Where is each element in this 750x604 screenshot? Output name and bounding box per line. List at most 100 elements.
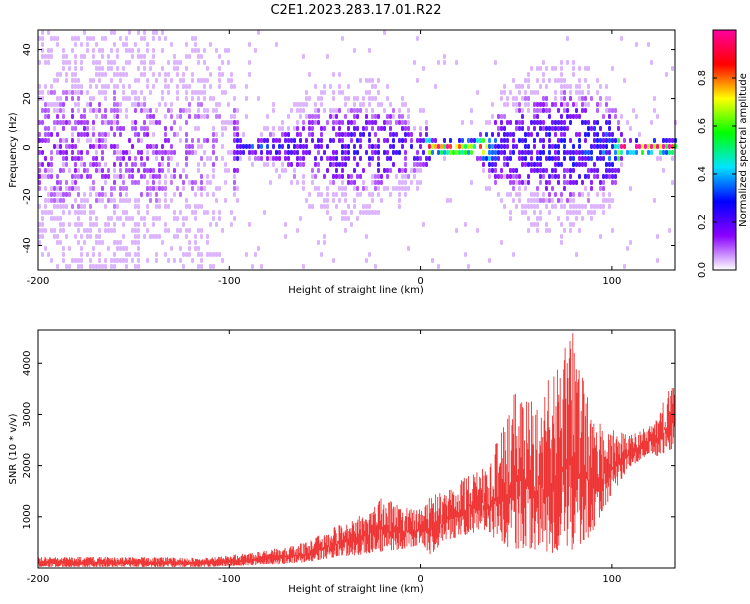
spectrogram-cell	[554, 126, 557, 131]
spectrogram-cell	[656, 234, 659, 239]
spectrogram-cell	[401, 144, 404, 149]
spectrogram-cell	[146, 126, 149, 131]
spectrogram-cell	[200, 252, 203, 257]
spectrogram-cell	[185, 150, 188, 155]
spectrogram-cell	[125, 264, 128, 269]
spectrogram-cell	[368, 132, 371, 137]
spectrogram-cell	[143, 216, 146, 221]
spectrogram-cell	[320, 90, 323, 95]
spectrogram-cell	[572, 192, 575, 197]
spectrogram-cell	[41, 222, 44, 227]
spectrogram-cell	[623, 264, 626, 269]
spectrogram-cell	[98, 198, 101, 203]
spectrogram-cell	[74, 258, 77, 263]
spectrogram-cell	[194, 192, 197, 197]
spectrogram-cell	[110, 198, 113, 203]
spectrogram-cell	[518, 102, 521, 107]
spectrogram-cell	[233, 156, 236, 161]
spectrogram-cell	[557, 78, 560, 83]
spectrogram-cell	[509, 120, 512, 125]
spectrogram-cell	[65, 72, 68, 77]
spectrogram-cell	[257, 30, 260, 35]
spectrogram-cell	[185, 96, 188, 101]
spectrogram-cell	[200, 192, 203, 197]
spectrogram-cell	[257, 246, 260, 251]
spectrogram-cell	[41, 252, 44, 257]
spectrogram-cell	[44, 84, 47, 89]
spectrogram-cell	[329, 162, 332, 167]
spectrogram-cell	[515, 174, 518, 179]
spectrogram-cell	[233, 186, 236, 191]
spectrogram-cell	[596, 174, 599, 179]
spectrogram-cell	[542, 96, 545, 101]
spectrogram-cell	[149, 90, 152, 95]
spectrogram-cell	[71, 114, 74, 119]
spectrogram-cell	[59, 180, 62, 185]
spectrogram-cell	[50, 162, 53, 167]
spectrogram-cell	[233, 108, 236, 113]
spectrogram-cell	[146, 144, 149, 149]
spectrogram-cell	[302, 180, 305, 185]
spectrogram-cell	[341, 36, 344, 41]
spectrogram-cell	[404, 156, 407, 161]
spectrogram-cell	[56, 174, 59, 179]
spectrogram-cell	[479, 156, 482, 161]
spectrogram-cell	[188, 180, 191, 185]
spectrogram-cell	[557, 150, 560, 155]
spectrogram-cell	[209, 156, 212, 161]
spectrogram-cell	[104, 114, 107, 119]
spectrogram-cell	[359, 108, 362, 113]
spectrogram-cell	[80, 252, 83, 257]
spectrogram-cell	[62, 228, 65, 233]
spectrogram-cell	[122, 258, 125, 263]
spectrogram-cell	[179, 258, 182, 263]
spectrogram-cell	[314, 162, 317, 167]
spectrogram-cell	[71, 90, 74, 95]
spectrogram-cell	[362, 126, 365, 131]
spectrogram-cell	[641, 144, 644, 149]
spectrogram-cell	[185, 120, 188, 125]
spectrogram-cell	[593, 138, 596, 143]
spectrogram-cell	[143, 222, 146, 227]
spectrogram-cell	[128, 60, 131, 65]
spectrogram-cell	[437, 144, 440, 149]
spectrogram-cell	[569, 222, 572, 227]
spectrogram-cell	[536, 192, 539, 197]
spectrogram-cell	[587, 102, 590, 107]
spectrogram-cell	[590, 126, 593, 131]
spectrogram-cell	[512, 78, 515, 83]
spectrogram-cell	[266, 114, 269, 119]
spectrogram-cell	[542, 108, 545, 113]
spectrogram-cell	[146, 204, 149, 209]
spectrogram-cell	[56, 186, 59, 191]
spectrogram-cell	[548, 180, 551, 185]
spectrogram-cell	[485, 144, 488, 149]
spectrogram-y-tick-label: 0	[22, 144, 33, 150]
spectrogram-cell	[320, 132, 323, 137]
spectrogram-cell	[512, 102, 515, 107]
spectrogram-cell	[608, 132, 611, 137]
spectrogram-cell	[407, 126, 410, 131]
spectrogram-cell	[521, 156, 524, 161]
spectrogram-cell	[311, 168, 314, 173]
spectrogram-cell	[194, 180, 197, 185]
spectrogram-cell	[134, 180, 137, 185]
spectrogram-cell	[323, 174, 326, 179]
spectrogram-cell	[338, 72, 341, 77]
spectrogram-cell	[194, 234, 197, 239]
spectrogram-cell	[368, 48, 371, 53]
spectrogram-cell	[353, 204, 356, 209]
spectrogram-cell	[188, 240, 191, 245]
spectrogram-cell	[53, 78, 56, 83]
spectrogram-cell	[386, 186, 389, 191]
spectrogram-cell	[65, 138, 68, 143]
spectrogram-cell	[89, 138, 92, 143]
spectrogram-cell	[374, 210, 377, 215]
spectrogram-cell	[617, 168, 620, 173]
spectrogram-cell	[68, 222, 71, 227]
spectrogram-cell	[539, 150, 542, 155]
spectrogram-cell	[215, 48, 218, 53]
spectrogram-cell	[491, 132, 494, 137]
spectrogram-cell	[305, 114, 308, 119]
spectrogram-cell	[308, 72, 311, 77]
